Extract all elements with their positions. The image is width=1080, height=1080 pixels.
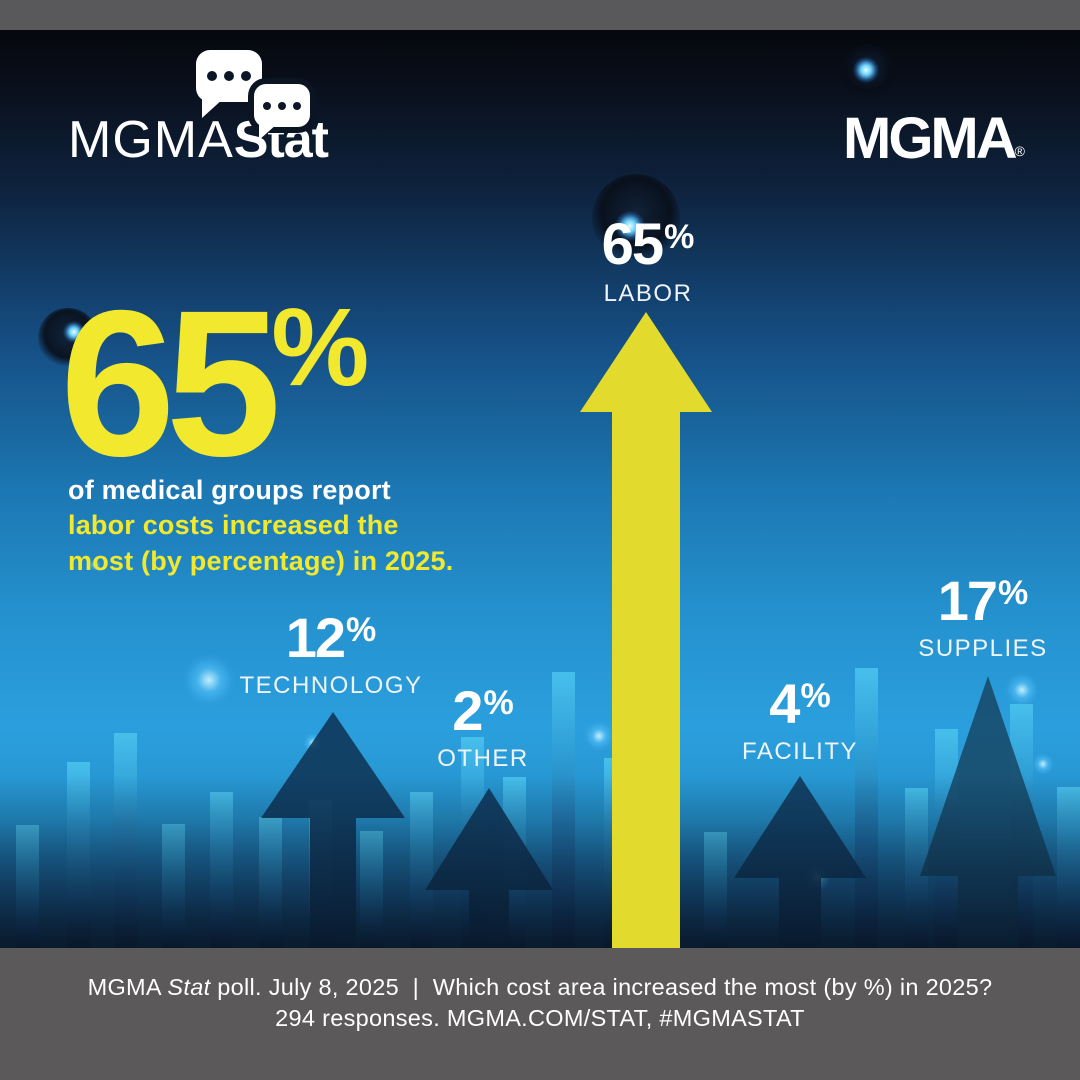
bottom-shade xyxy=(0,775,1080,948)
labor-name: LABOR xyxy=(603,280,693,307)
top-border xyxy=(0,0,1080,30)
mgma-logo: MGMA® xyxy=(843,106,1025,171)
mgma-stat-logo: MGMAStat xyxy=(68,50,329,169)
glow-dot-icon xyxy=(615,211,645,241)
footer-caption: MGMA Stat poll. July 8, 2025 | Which cos… xyxy=(0,948,1080,1080)
footer-line1: MGMA Stat poll. July 8, 2025 | Which cos… xyxy=(87,974,993,1000)
hero-caption: of medical groups report labor costs inc… xyxy=(68,475,454,576)
speech-bubble-icon xyxy=(254,84,310,140)
label-labor: 65% LABOR xyxy=(602,216,695,308)
technology-value: 12% xyxy=(285,606,377,669)
footer-line2: 294 responses. MGMA.COM/STAT, #MGMASTAT xyxy=(275,1005,805,1031)
stat-italic: Stat xyxy=(167,974,211,1000)
bubble-dot xyxy=(241,71,251,81)
mgma-stat-wordmark: MGMAStat xyxy=(68,111,329,169)
label-facility: 4% FACILITY xyxy=(742,676,858,766)
bokeh-glow xyxy=(584,721,614,751)
supplies-value: 17% xyxy=(937,569,1029,632)
bokeh-glow xyxy=(183,654,235,706)
registered-mark: ® xyxy=(1014,143,1025,159)
bokeh-glow xyxy=(1005,673,1039,707)
percent-sign: % xyxy=(664,218,695,256)
other-value: 2% xyxy=(452,679,514,742)
bubble-dot xyxy=(293,101,301,110)
bubble-tail xyxy=(202,98,224,118)
speech-bubble-icon xyxy=(196,50,262,118)
labor-value: 65% xyxy=(601,212,695,277)
bokeh-glow xyxy=(1032,753,1054,775)
label-technology: 12% TECHNOLOGY xyxy=(239,610,422,700)
bubble-dot xyxy=(263,101,271,110)
percent-sign: % xyxy=(800,677,831,715)
bokeh-glow xyxy=(89,559,101,571)
glow-dot-icon xyxy=(853,57,879,83)
percent-sign: % xyxy=(346,611,377,649)
bubble-dot xyxy=(224,71,234,81)
facility-name: FACILITY xyxy=(741,738,859,765)
percent-sign: % xyxy=(483,684,514,722)
other-name: OTHER xyxy=(437,745,529,772)
percent-sign: % xyxy=(271,286,369,409)
glow-dot-icon xyxy=(63,321,85,343)
supplies-name: SUPPLIES xyxy=(918,635,1048,662)
hero-statistic: 65% xyxy=(60,268,369,500)
label-other: 2% OTHER xyxy=(437,683,529,773)
facility-value: 4% xyxy=(769,672,831,735)
bubble-tail xyxy=(259,124,277,140)
bubble-dot xyxy=(207,71,217,81)
technology-name: TECHNOLOGY xyxy=(239,672,423,699)
percent-sign: % xyxy=(998,574,1029,612)
label-supplies: 17% SUPPLIES xyxy=(918,573,1047,663)
chart-canvas: MGMAStat MGMA® 65% of medical groups rep… xyxy=(0,30,1080,948)
bubble-dot xyxy=(278,101,286,110)
